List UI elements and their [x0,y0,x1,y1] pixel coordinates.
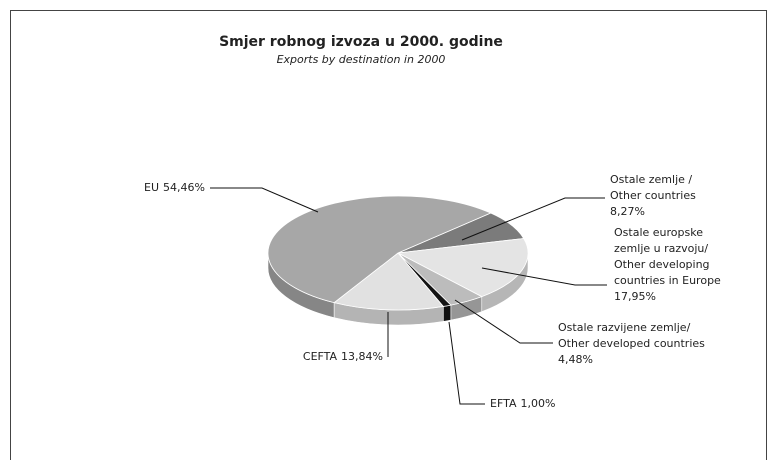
slice [267,195,492,304]
leader-line [461,197,605,241]
category-label: Other developing [614,258,710,271]
category-label: EFTA [490,397,517,410]
category-label: CEFTA [303,350,338,363]
category-label: Other developed countries [558,337,705,350]
slice [333,252,445,311]
chart-title: Smjer robnog izvoza u 2000. godine [219,34,503,50]
leader-line [210,187,319,213]
leader-line [454,299,553,344]
category-label: Ostale razvijene zemlje/ [558,321,691,334]
data-label: 8,27% [610,205,645,218]
frame [10,10,767,460]
category-label: Ostale europske [614,226,703,239]
data-label: 13,84% [341,350,383,363]
slice-side [442,304,452,322]
category-label: countries in Europe [614,274,721,287]
chart-subtitle: Exports by destination in 2000 [277,53,446,66]
data-label: 17,95% [614,290,656,303]
category-label: Other countries [610,189,696,202]
leader-line [448,321,485,405]
category-label: Ostale zemlje / [610,173,692,186]
slice [396,238,529,298]
data-label: 4,48% [558,353,593,366]
category-label: zemlje u razvoju/ [614,242,708,255]
category-label: EU [144,181,159,194]
data-label: 1,00% [520,397,555,410]
data-label: 54,46% [163,181,205,194]
leader-line [481,267,607,286]
